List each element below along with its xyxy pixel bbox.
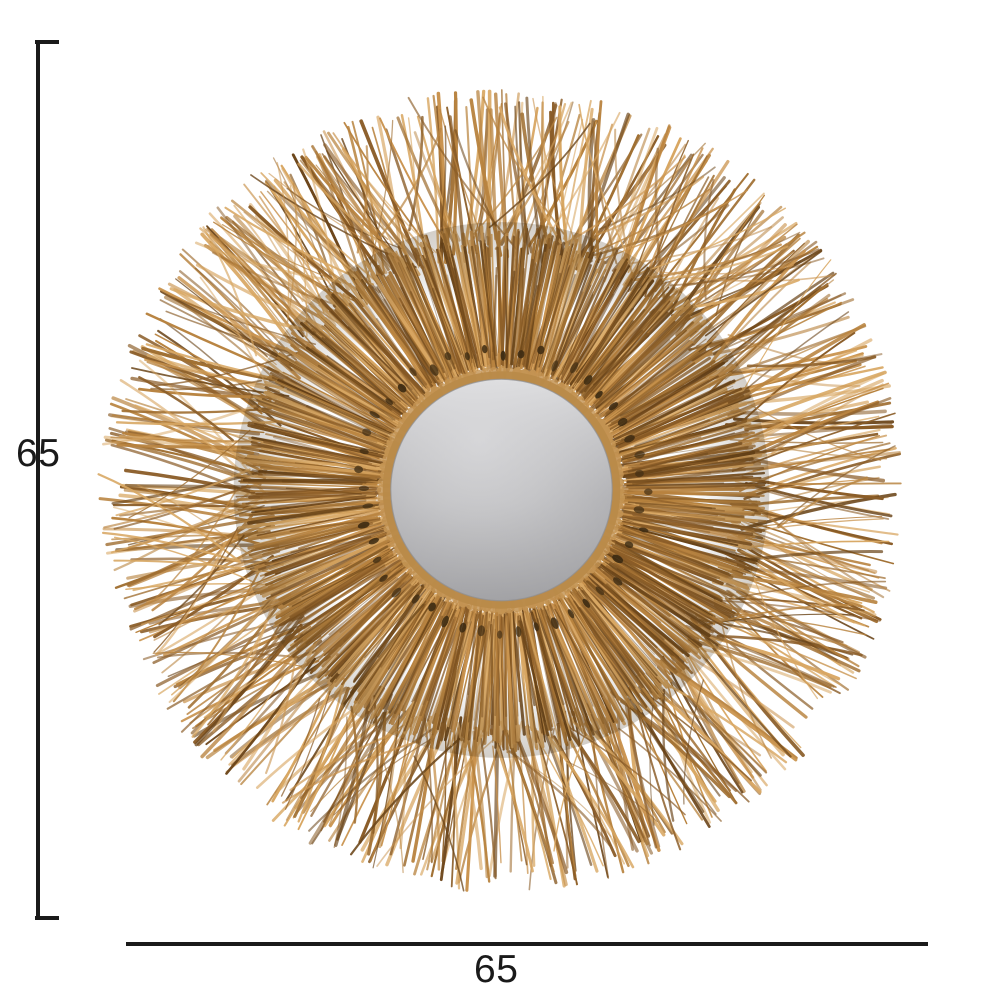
height-dimension-label: 65: [16, 432, 61, 475]
mirror-glass-edge: [390, 378, 613, 602]
mirror-illustration: [97, 89, 902, 892]
mirror-glass-sheen: [390, 379, 613, 601]
mirror-product-image: [55, 42, 948, 938]
width-dimension-label: 65: [474, 948, 519, 991]
